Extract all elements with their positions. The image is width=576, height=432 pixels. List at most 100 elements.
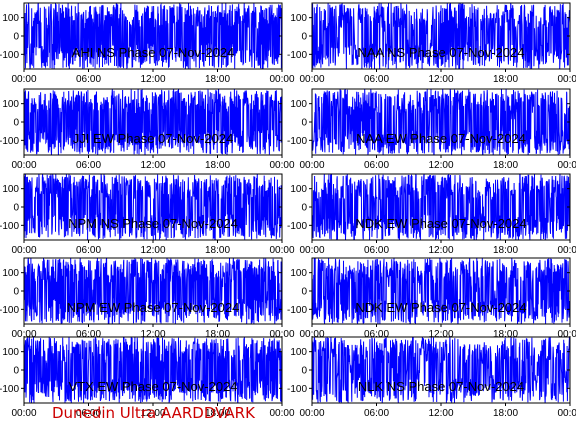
x-tick-label: 06:00 (364, 160, 389, 171)
phase-trace-1 (24, 3, 282, 69)
x-tick-label: 12:00 (140, 160, 165, 171)
y-tick-label: -100 (0, 305, 19, 316)
y-tick-label: -100 (0, 50, 19, 61)
y-tick-label: 100 (290, 99, 307, 110)
chart-panel-3: 100 0 -100 00:00 06:00 12:00 18:00 00:00 JJI EW … (0, 88, 295, 171)
y-tick-label: 100 (290, 13, 307, 24)
y-tick-label: -100 (287, 136, 307, 147)
phase-trace-3 (24, 89, 282, 155)
y-tick-label: 100 (2, 347, 19, 358)
y-tick-label: -100 (287, 305, 307, 316)
x-tick-label: 12:00 (428, 74, 453, 85)
chart-panel-4: 100 0 -100 00:00 06:00 12:00 18:00 00:00 NAA EW … (287, 88, 576, 171)
x-tick-label: 18:00 (205, 245, 230, 256)
x-tick-label: 06:00 (364, 245, 389, 256)
x-tick-label: 00:00 (299, 74, 324, 85)
x-tick-label: 06:00 (76, 329, 101, 340)
y-tick-label: 0 (301, 287, 307, 298)
chart-panel-6: 100 0 -100 00:00 06:00 12:00 18:00 00:00 NDK EW … (287, 173, 576, 256)
x-tick-label: 00:00 (557, 408, 576, 419)
y-tick-label: -100 (287, 221, 307, 232)
y-tick-label: -100 (287, 384, 307, 395)
x-tick-label: 06:00 (76, 160, 101, 171)
chart-panel-10: 100 0 -100 00:00 06:00 12:00 18:00 00:00 NLK NS … (287, 336, 576, 419)
x-tick-label: 18:00 (205, 408, 230, 419)
y-tick-label: 100 (2, 268, 19, 279)
phase-trace-7 (24, 258, 282, 324)
x-tick-label: 00:00 (269, 408, 294, 419)
phase-trace-5 (24, 174, 282, 240)
y-tick-label: 100 (2, 184, 19, 195)
chart-panel-7: 100 0 -100 00:00 06:00 12:00 18:00 00:00 NPM EW … (0, 257, 295, 340)
x-tick-label: 06:00 (364, 74, 389, 85)
y-tick-label: -100 (287, 50, 307, 61)
panel-title: NAA NS Phase 07-Nov-2024 (358, 45, 525, 60)
y-tick-label: 0 (13, 287, 19, 298)
x-tick-label: 18:00 (493, 160, 518, 171)
y-tick-label: 0 (13, 118, 19, 129)
y-tick-label: 0 (13, 366, 19, 377)
y-tick-label: 100 (2, 13, 19, 24)
y-tick-label: 100 (290, 184, 307, 195)
panel-title: NPM EW Phase 07-Nov-2024 (67, 300, 240, 315)
x-tick-label: 12:00 (428, 408, 453, 419)
phase-trace-9 (24, 337, 282, 403)
y-tick-label: 0 (301, 32, 307, 43)
x-tick-label: 12:00 (428, 245, 453, 256)
x-tick-label: 12:00 (140, 74, 165, 85)
x-tick-label: 00:00 (269, 245, 294, 256)
x-tick-label: 12:00 (140, 245, 165, 256)
x-tick-label: 00:00 (11, 245, 36, 256)
x-tick-label: 18:00 (205, 74, 230, 85)
y-tick-label: -100 (0, 136, 19, 147)
chart-panel-1: 100 0 -100 00:00 06:00 12:00 18:00 00:00 AHI NS … (0, 2, 295, 85)
x-tick-label: 00:00 (557, 245, 576, 256)
x-tick-label: 06:00 (76, 74, 101, 85)
phase-trace-6 (312, 174, 570, 240)
y-tick-label: 100 (290, 268, 307, 279)
x-tick-label: 18:00 (205, 160, 230, 171)
x-tick-label: 00:00 (11, 160, 36, 171)
x-tick-label: 00:00 (299, 245, 324, 256)
x-tick-label: 00:00 (557, 74, 576, 85)
x-tick-label: 00:00 (299, 329, 324, 340)
x-tick-label: 00:00 (557, 160, 576, 171)
x-tick-label: 12:00 (140, 408, 165, 419)
x-tick-label: 00:00 (269, 329, 294, 340)
y-tick-label: 100 (2, 99, 19, 110)
x-tick-label: 00:00 (269, 160, 294, 171)
y-tick-label: 0 (301, 203, 307, 214)
panel-title: NDK EW Phase 07-Nov-2024 (355, 216, 526, 231)
x-tick-label: 00:00 (269, 74, 294, 85)
x-tick-label: 18:00 (205, 329, 230, 340)
y-tick-label: -100 (0, 384, 19, 395)
y-tick-label: 0 (301, 366, 307, 377)
panel-title: AHI NS Phase 07-Nov-2024 (72, 45, 235, 60)
panel-title: NAA EW Phase 07-Nov-2024 (356, 131, 526, 146)
phase-trace-2 (312, 3, 570, 69)
x-tick-label: 00:00 (11, 408, 36, 419)
chart-panel-9: 100 0 -100 00:00 06:00 12:00 18:00 00:00 VTX EW … (0, 336, 295, 419)
panel-title: NLK NS Phase 07-Nov-2024 (358, 379, 524, 394)
y-tick-label: 0 (301, 118, 307, 129)
panel-title: NPM NS Phase 07-Nov-2024 (68, 216, 238, 231)
x-tick-label: 18:00 (493, 245, 518, 256)
x-tick-label: 00:00 (11, 74, 36, 85)
x-tick-label: 00:00 (299, 408, 324, 419)
y-tick-label: 0 (13, 203, 19, 214)
panel-title: NDK EW Phase 07-Nov-2024 (355, 300, 526, 315)
y-tick-label: -100 (0, 221, 19, 232)
phase-trace-10 (312, 337, 570, 403)
x-tick-label: 12:00 (428, 329, 453, 340)
x-tick-label: 00:00 (557, 329, 576, 340)
y-tick-label: 0 (13, 32, 19, 43)
chart-panel-2: 100 0 -100 00:00 06:00 12:00 18:00 00:00 NAA NS … (287, 2, 576, 85)
panel-title: JJI EW Phase 07-Nov-2024 (73, 131, 233, 146)
x-tick-label: 00:00 (299, 160, 324, 171)
chart-panel-5: 100 0 -100 00:00 06:00 12:00 18:00 00:00 NPM NS … (0, 173, 295, 256)
x-tick-label: 00:00 (11, 329, 36, 340)
phase-trace-4 (312, 89, 570, 155)
footer-station-label: Dunedin Ultra AARDDVARK (52, 404, 255, 422)
x-tick-label: 06:00 (364, 408, 389, 419)
